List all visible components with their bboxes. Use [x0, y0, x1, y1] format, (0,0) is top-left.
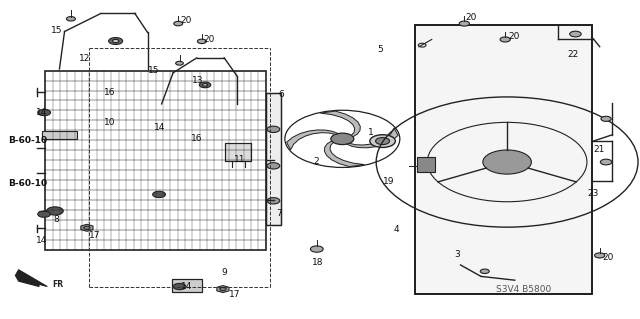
Text: 22: 22 [568, 49, 579, 59]
Text: 20: 20 [466, 13, 477, 22]
Bar [45, 70, 266, 250]
Polygon shape [324, 141, 364, 167]
Text: 20: 20 [602, 254, 614, 263]
Bar [225, 143, 251, 161]
Text: 19: 19 [383, 177, 394, 186]
Bar [415, 25, 592, 294]
Bar [42, 131, 77, 139]
Circle shape [267, 197, 280, 204]
Circle shape [38, 211, 51, 217]
Circle shape [202, 84, 207, 86]
Text: 12: 12 [79, 54, 90, 63]
Polygon shape [217, 286, 229, 293]
Circle shape [483, 150, 531, 174]
Circle shape [267, 163, 280, 169]
Polygon shape [347, 128, 398, 148]
Text: B-60-10: B-60-10 [8, 179, 47, 188]
Circle shape [310, 246, 323, 252]
Bar [266, 93, 281, 225]
Circle shape [601, 116, 611, 122]
Text: B-60-10: B-60-10 [8, 136, 47, 145]
Circle shape [173, 283, 186, 290]
Circle shape [267, 126, 280, 132]
Circle shape [199, 82, 211, 88]
Text: 14: 14 [154, 123, 165, 132]
Circle shape [47, 207, 63, 215]
Circle shape [500, 37, 510, 42]
Text: 15: 15 [51, 26, 62, 35]
Circle shape [376, 137, 390, 145]
Text: 13: 13 [192, 76, 204, 85]
Text: 17: 17 [89, 231, 100, 240]
Polygon shape [15, 270, 47, 286]
Bar [415, 25, 592, 294]
Circle shape [595, 253, 605, 258]
Circle shape [197, 39, 206, 44]
Polygon shape [287, 130, 338, 150]
Text: 2: 2 [314, 157, 319, 166]
Text: FR: FR [52, 280, 63, 289]
Text: 7: 7 [276, 209, 282, 218]
Polygon shape [81, 224, 93, 231]
Text: 21: 21 [593, 145, 605, 154]
Circle shape [220, 287, 226, 291]
Circle shape [153, 191, 166, 197]
Circle shape [480, 269, 489, 273]
Text: 5: 5 [378, 45, 383, 55]
Bar [172, 279, 202, 292]
Text: 14: 14 [180, 282, 192, 291]
Text: 20: 20 [180, 16, 192, 25]
Circle shape [370, 135, 396, 147]
Circle shape [113, 40, 119, 43]
Circle shape [600, 159, 612, 165]
Circle shape [570, 31, 581, 37]
Circle shape [460, 21, 469, 26]
Text: 18: 18 [312, 258, 324, 267]
Text: 16: 16 [191, 134, 202, 143]
Text: 20: 20 [508, 32, 520, 41]
Circle shape [173, 21, 182, 26]
Text: 15: 15 [148, 66, 159, 75]
Text: 14: 14 [36, 108, 47, 117]
Text: 16: 16 [104, 88, 116, 97]
Circle shape [175, 61, 183, 65]
Text: 1: 1 [368, 128, 374, 137]
Circle shape [331, 133, 354, 145]
Circle shape [109, 38, 123, 45]
Text: S3V4 B5800: S3V4 B5800 [495, 285, 551, 294]
Text: 6: 6 [278, 90, 284, 99]
Bar [172, 279, 202, 292]
Text: 17: 17 [229, 290, 241, 299]
Text: 11: 11 [234, 155, 245, 164]
Text: 4: 4 [394, 225, 399, 234]
Circle shape [84, 226, 90, 229]
Text: 20: 20 [204, 35, 215, 44]
Polygon shape [321, 111, 360, 137]
Text: 14: 14 [36, 236, 47, 245]
Text: 9: 9 [221, 268, 227, 277]
Text: 3: 3 [454, 250, 460, 259]
Text: 10: 10 [104, 118, 116, 128]
Circle shape [38, 109, 51, 116]
Bar [266, 93, 281, 225]
Circle shape [67, 17, 76, 21]
Text: 8: 8 [53, 215, 59, 224]
Bar [417, 157, 435, 172]
Bar [225, 143, 251, 161]
Text: 23: 23 [587, 189, 598, 198]
